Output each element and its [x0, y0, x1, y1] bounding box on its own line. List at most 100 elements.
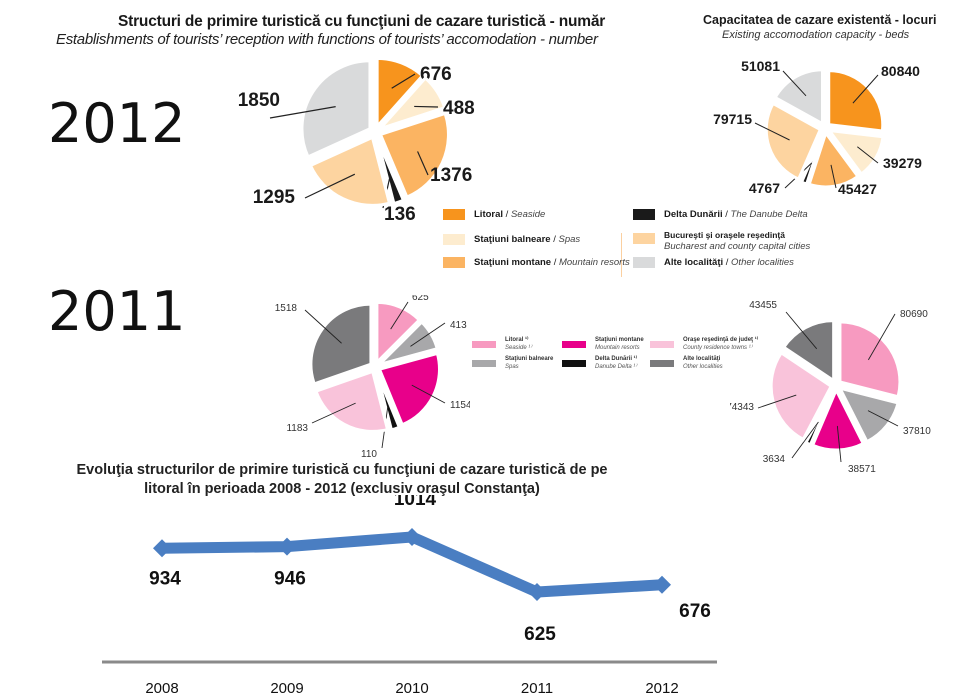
legend-swatch: [633, 257, 655, 268]
pie-slice-sta-iuni-balneare: [837, 385, 900, 444]
line-data-label: 934: [149, 568, 181, 589]
pie-slice-alte-localit-i: [773, 68, 824, 127]
pie-data-label: 80690: [900, 309, 928, 320]
line-chart-title: Evoluţia structurilor de primire turisti…: [76, 462, 608, 497]
pie-data-label: 37810: [903, 426, 931, 437]
legend-label-ro: Oraşe reşedinţă de judeţ ¹⁾: [683, 337, 759, 343]
capacity-title-en: Existing accomodation capacity - beds: [722, 29, 910, 41]
establishments-title-ro: Structuri de primire turistică cu funcţi…: [118, 13, 606, 30]
pie-data-label: 45427: [838, 181, 877, 197]
pie-data-label: 413: [450, 320, 467, 331]
legend-label-ro: Staţiuni montane: [595, 337, 644, 343]
pie-data-label: 3634: [763, 454, 786, 465]
pie-data-label: 1183: [286, 423, 308, 434]
pie-leader-line: [410, 322, 446, 347]
legend-item-danube-delta: Delta Dunării / The Danube Delta: [633, 209, 808, 220]
pie-data-label: 1518: [275, 303, 298, 314]
pie-data-label: 136: [384, 204, 416, 225]
x-tick-label: 2010: [395, 680, 428, 697]
pie-slice-litoral: [375, 56, 425, 131]
legend-swatch: [633, 233, 655, 244]
legend-label-ro: Staţiuni balneare: [474, 234, 551, 245]
capacity-title-ro: Capacitatea de cazare existentă - locuri: [703, 13, 937, 27]
legend-swatch: [443, 209, 465, 220]
pie-data-label: 51081: [741, 58, 780, 74]
legend-label-en: Spas: [558, 234, 581, 245]
pie-leader-line: [304, 309, 342, 344]
pie-leader-line: [390, 301, 409, 330]
pie-leader-line: [411, 384, 446, 404]
pie-slice-delta-dun-rii: [803, 388, 836, 447]
legend-label-ro: Litoral: [474, 209, 504, 220]
pie-slice-delta-dun-rii: [375, 371, 402, 432]
pie-data-label: 39279: [883, 155, 922, 171]
x-tick-label: 2012: [645, 680, 678, 697]
pie-leader-line: [754, 122, 790, 141]
pie-data-label: 1376: [430, 165, 472, 186]
pie-chart-capacity-2011: 80690 37810 38571 3634 74343 43455: [730, 300, 931, 475]
legend-item-mountain: Staţiuni montane / Mountain resorts: [443, 257, 630, 268]
pie-slice-sta-iuni-balneare: [375, 75, 447, 132]
pie-slice-delta-dun-rii: [799, 132, 825, 186]
pie-leader-line: [867, 313, 896, 361]
pie-data-label: 1850: [238, 90, 280, 111]
pie-leader-line: [417, 151, 429, 176]
legend-2012: Litoral / Seaside Staţiuni balneare / Sp…: [443, 207, 813, 279]
pie-slice-bucure-ti-i-ora-ele-re-edin-: [308, 135, 392, 207]
pie-data-label: 43455: [749, 300, 777, 311]
legend-item-danube-delta: Delta Dunării ¹⁾ Danube Delta ¹⁾: [562, 355, 637, 371]
pie-slice-alte-localit-i: [300, 59, 372, 159]
pie-data-label: 4767: [749, 180, 780, 196]
x-tick-label: 2011: [521, 680, 553, 697]
pie-slice-ora-e-re-edin-de-jude-: [314, 369, 390, 433]
pie-data-label: 488: [443, 98, 475, 119]
legend-label-en: Mountain resorts: [558, 257, 630, 268]
legend-label-en: Seaside: [510, 209, 546, 220]
pie-chart-capacity-2012: 80840 39279 45427 4767 79715 51081: [713, 58, 922, 197]
pie-leader-line: [757, 394, 797, 409]
pie-leader-line: [785, 311, 818, 350]
legend-label-en: Seaside ¹⁾: [505, 345, 532, 351]
pie-slice-alte-localit-i: [309, 302, 373, 386]
legend-swatch: [562, 340, 586, 348]
pie-slice-sta-iuni-montane: [377, 351, 441, 427]
pie-slice-bucure-ti-i-ora-ele-re-edin-: [764, 101, 823, 182]
pie-slice-sta-iuni-montane: [810, 386, 866, 452]
pie-data-label: 80840: [881, 63, 920, 79]
pie-slice-alte-localit-i: [781, 319, 836, 384]
line-point-marker: [153, 539, 171, 558]
pie-slice-sta-iuni-montane: [378, 111, 450, 200]
legend-item-bucharest: Bucureşti şi oraşele reşedinţă Bucharest…: [633, 229, 810, 253]
pie-slice-ora-e-re-edin-de-jude-: [769, 350, 834, 442]
pie-leader-line: [836, 425, 842, 463]
legend-label-ro: Bucureşti şi oraşele reşedinţă: [664, 230, 785, 240]
pie-chart-establishments-2011: 625 413 1154 110 1183 1518: [275, 295, 470, 460]
legend-item-other: Alte localităţi Other localities: [650, 355, 723, 371]
pie-leader-line: [830, 164, 837, 189]
legend-label-ro: Alte localităţi: [664, 257, 724, 268]
legend-item-seaside: Litoral / Seaside: [443, 209, 545, 220]
pie-leader-line: [791, 421, 819, 459]
legend-swatch: [443, 234, 465, 245]
line-data-label: 1014: [394, 495, 437, 510]
pie-leader-line: [391, 73, 416, 89]
legend-label-en: Danube Delta ¹⁾: [595, 364, 637, 370]
legend-item-seaside: Litoral ¹⁾ Seaside ¹⁾: [472, 336, 532, 352]
legend-item-spas: Staţiuni balneare Spas: [472, 355, 553, 371]
line-point-marker: [528, 583, 546, 601]
pie-slice-litoral: [375, 300, 422, 367]
legend-label-ro: Delta Dunării ¹⁾: [595, 356, 638, 362]
pie-data-label: 38571: [848, 464, 876, 475]
x-tick-label: 2009: [270, 680, 303, 697]
legend-label-ro: Staţiuni balneare: [505, 356, 554, 362]
pie-data-label: 1295: [253, 187, 296, 208]
legend-label-en: Other localities: [731, 257, 794, 268]
pie-data-label: 79715: [713, 111, 752, 127]
legend-label-en: The Danube Delta: [730, 209, 808, 220]
line-point-marker: [278, 537, 296, 556]
pie-data-label: 1154: [450, 400, 470, 411]
legend-label-en: County residence towns ¹⁾: [683, 345, 753, 351]
pie-leader-line: [311, 402, 356, 424]
pie-slice-sta-iuni-balneare: [374, 319, 440, 368]
